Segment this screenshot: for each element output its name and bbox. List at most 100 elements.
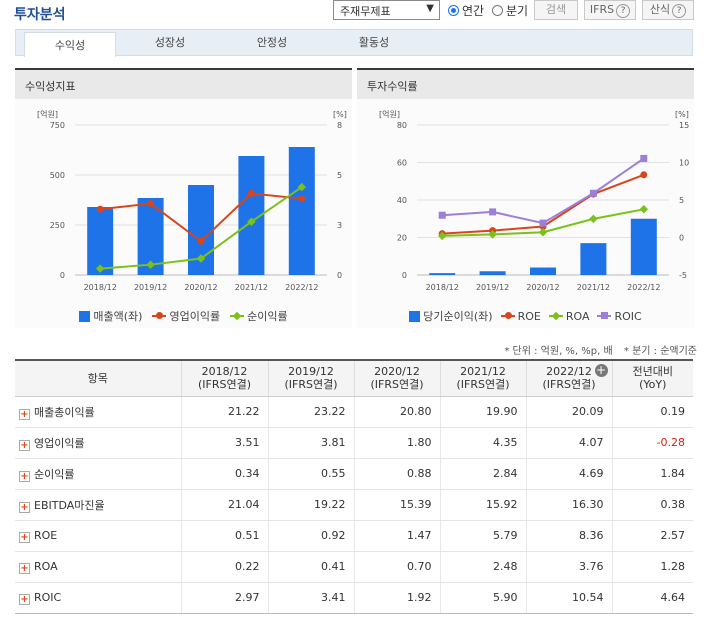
expand-plus-icon[interactable]: + <box>19 408 30 420</box>
value-cell: 4.64 <box>611 582 693 614</box>
line-point <box>95 264 105 273</box>
value-cell: 8.36 <box>525 520 612 552</box>
value-cell: 0.34 <box>180 458 268 490</box>
x-tick-label: 2018/12 <box>426 283 459 292</box>
header-cell: 2021/12 (IFRS연결) <box>439 359 526 397</box>
value-cell: 19.22 <box>267 489 354 521</box>
row-label-cell[interactable]: + ROIC <box>15 582 181 614</box>
line-point <box>297 182 307 192</box>
profitability-panel: 수익성지표 [억원] [%] 0 250 500 750 0 3 5 8 2018/12 2019/1… <box>15 68 352 328</box>
header-cell: 2022/12 (IFRS연결) + <box>525 359 612 397</box>
expand-plus-icon[interactable]: + <box>19 531 30 543</box>
value-cell: 5.79 <box>439 520 526 552</box>
ifrs-button[interactable]: IFRS? <box>584 0 636 20</box>
legend-bar-icon <box>79 310 91 322</box>
bar-mark <box>530 267 556 275</box>
radio-annual[interactable]: 연간 <box>448 2 484 19</box>
x-tick-label: 2018/12 <box>84 283 117 292</box>
analysis-tabs: 수익성 성장성 안정성 활동성 <box>15 29 693 57</box>
legend-label: 영업이익률 <box>169 310 221 323</box>
row-label-cell[interactable]: + ROE <box>15 520 181 552</box>
value-cell: 4.35 <box>439 427 526 459</box>
legend-item: ROA <box>548 308 589 324</box>
expand-columns-icon[interactable]: + <box>594 363 608 377</box>
radio-quarter[interactable]: 분기 <box>492 2 528 19</box>
value-cell: 0.19 <box>611 396 693 428</box>
value-cell: 15.92 <box>439 489 526 521</box>
row-label: 영업이익률 <box>34 436 85 450</box>
line-point <box>589 189 597 197</box>
value-cell: 16.30 <box>525 489 612 521</box>
legend-label: 매출액(좌) <box>93 310 143 323</box>
legend-item: 순이익률 <box>230 308 288 324</box>
row-label-cell[interactable]: + ROA <box>15 551 181 583</box>
y-tick-right: 0 <box>337 271 342 280</box>
header-cell: 항목 <box>15 359 181 397</box>
row-label: EBITDA마진율 <box>34 498 105 512</box>
value-cell: 21.04 <box>180 489 268 521</box>
y-tick-right: 5 <box>679 196 684 205</box>
line-point <box>438 211 446 219</box>
formula-button[interactable]: 산식? <box>642 0 694 20</box>
value-cell: 0.51 <box>180 520 268 552</box>
value-cell: 4.07 <box>525 427 612 459</box>
table-row: + EBITDA마진율 21.04 19.22 15.39 15.92 16.30 0.38 <box>15 489 693 521</box>
series-line <box>442 157 645 225</box>
tab-stability[interactable]: 안정성 <box>256 36 288 49</box>
header-sublabel: (IFRS연결) <box>456 378 510 392</box>
y-tick-right: 10 <box>679 159 689 168</box>
tab-growth[interactable]: 성장성 <box>154 36 186 49</box>
line-point <box>538 228 548 237</box>
row-label-cell[interactable]: + 순이익률 <box>15 458 181 490</box>
value-cell: 1.47 <box>353 520 440 552</box>
panel-title: 수익성지표 <box>15 68 352 99</box>
legend-item: ROE <box>500 308 541 324</box>
expand-plus-icon[interactable]: + <box>19 562 30 574</box>
y-unit-right: [%] <box>675 110 689 119</box>
line-point <box>298 195 306 203</box>
table-row: + 매출총이익률 21.22 23.22 20.80 19.90 20.09 0.19 <box>15 396 693 428</box>
chevron-down-icon: ▼ <box>426 3 434 14</box>
line-point <box>539 219 547 227</box>
ifrs-button-label: IFRS <box>589 3 615 16</box>
expand-plus-icon[interactable]: + <box>19 593 30 605</box>
header-sublabel: (IFRS연결) <box>284 378 338 392</box>
page-title: 투자분석 <box>14 7 66 23</box>
row-label-cell[interactable]: + 영업이익률 <box>15 427 181 459</box>
y-tick-left: 250 <box>50 221 65 230</box>
value-cell: 3.41 <box>267 582 354 614</box>
chart-legend: 당기순이익(좌) ROE ROA ROIC <box>357 308 694 324</box>
y-tick-left: 0 <box>60 271 65 280</box>
expand-plus-icon[interactable]: + <box>19 501 30 513</box>
legend-item: 당기순이익(좌) <box>409 308 493 324</box>
value-cell: -0.28 <box>611 427 693 459</box>
value-cell: 19.90 <box>439 396 526 428</box>
header-sublabel: (IFRS연결) <box>370 378 424 392</box>
tab-activity[interactable]: 활동성 <box>358 36 390 49</box>
radio-selected-icon <box>448 5 459 16</box>
expand-plus-icon[interactable]: + <box>19 439 30 451</box>
row-label-cell[interactable]: + 매출총이익률 <box>15 396 181 428</box>
radio-unselected-icon <box>492 5 503 16</box>
help-icon: ? <box>616 4 631 18</box>
legend-line-icon <box>597 312 612 319</box>
expand-plus-icon[interactable]: + <box>19 470 30 482</box>
search-button[interactable]: 검색 <box>534 0 578 20</box>
header-sublabel: (IFRS연결) <box>542 378 596 392</box>
value-cell: 0.41 <box>267 551 354 583</box>
tab-profitability[interactable]: 수익성 <box>24 32 116 57</box>
line-point <box>589 214 598 224</box>
table-row: + 영업이익률 3.51 3.81 1.80 4.35 4.07 -0.28 <box>15 427 693 459</box>
statement-select[interactable]: 주재무제표 ▼ <box>333 0 440 20</box>
header-label: 2021/12 <box>460 365 506 379</box>
value-cell: 0.55 <box>267 458 354 490</box>
line-point <box>489 208 497 216</box>
header-label: 2020/12 <box>374 365 420 379</box>
y-tick-left: 80 <box>397 121 407 130</box>
header-cell: 전년대비 (YoY) <box>611 359 693 397</box>
y-tick-right: -5 <box>679 271 687 280</box>
row-label-cell[interactable]: + EBITDA마진율 <box>15 489 181 521</box>
x-tick-label: 2019/12 <box>476 283 509 292</box>
row-label: ROA <box>34 559 58 573</box>
value-cell: 21.22 <box>180 396 268 428</box>
